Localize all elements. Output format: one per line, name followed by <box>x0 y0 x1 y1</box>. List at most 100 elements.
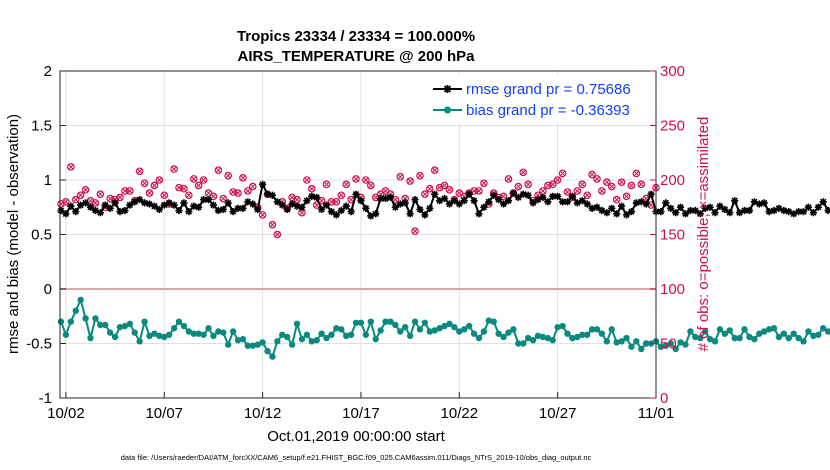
bias-point <box>775 333 783 341</box>
bias-point <box>628 343 635 350</box>
obs-assimilated-cross <box>338 192 345 199</box>
obs-possible-circle <box>553 176 562 184</box>
obs-possible-circle <box>617 178 626 186</box>
bias-point <box>731 334 738 342</box>
rmse-point <box>686 206 695 215</box>
obs-count-point <box>519 168 528 177</box>
obs-count-point <box>199 176 208 184</box>
obs-count-point <box>268 220 277 229</box>
bias-point <box>672 345 679 353</box>
bias-point <box>220 329 227 336</box>
bias-point <box>677 339 684 346</box>
bias-point <box>598 330 606 337</box>
bias-point <box>475 334 483 342</box>
obs-possible-circle <box>406 177 414 185</box>
bias-point <box>185 328 193 335</box>
bias-point <box>298 335 306 343</box>
obs-possible-circle <box>519 168 528 177</box>
obs-assimilated-cross <box>362 177 369 183</box>
obs-assimilated-cross <box>156 177 163 183</box>
rmse-point <box>642 200 650 208</box>
rmse-point <box>721 205 729 214</box>
bias-point <box>347 331 355 338</box>
obs-possible-circle <box>598 187 606 195</box>
rmse-point <box>391 203 399 211</box>
obs-count-point <box>411 227 419 236</box>
bias-point <box>57 318 65 325</box>
rmse-point <box>672 209 680 217</box>
bias-point <box>249 342 256 349</box>
obs-count-point <box>539 187 547 195</box>
obs-possible-circle <box>603 178 611 186</box>
rmse-point <box>667 204 675 212</box>
obs-possible-circle <box>362 176 370 184</box>
obs-possible-circle <box>421 190 429 198</box>
bias-point <box>269 353 276 360</box>
rmse-point <box>259 180 267 188</box>
rmse-point <box>322 201 331 209</box>
rmse-point <box>539 193 547 202</box>
obs-count-point <box>126 187 134 195</box>
rmse-point <box>426 204 434 212</box>
obs-count-point <box>548 180 557 189</box>
obs-possible-circle <box>514 182 523 191</box>
rmse-point <box>750 198 758 206</box>
bias-point <box>706 335 714 343</box>
obs-assimilated-cross <box>412 228 418 235</box>
bias-point <box>333 325 340 332</box>
rmse-point <box>396 200 404 208</box>
rmse-point <box>77 201 85 209</box>
legend-rmse-marker <box>443 85 452 93</box>
obs-possible-circle <box>199 176 208 184</box>
rmse-point <box>588 204 596 212</box>
obs-assimilated-cross <box>215 167 222 174</box>
rmse-point <box>554 192 562 200</box>
rmse-point <box>96 209 104 217</box>
rmse-point <box>155 205 163 214</box>
chart-title: Tropics 23334 / 23334 = 100.000% <box>237 28 475 45</box>
obs-count-point <box>209 192 218 201</box>
rmse-point <box>765 208 773 216</box>
obs-count-point <box>406 177 414 185</box>
rmse-point <box>347 208 355 216</box>
obs-possible-circle <box>244 187 252 195</box>
rmse-point <box>470 197 478 205</box>
obs-possible-circle <box>416 171 424 180</box>
obs-count-point <box>627 181 636 190</box>
bias-point <box>456 328 463 335</box>
bias-point <box>102 321 109 329</box>
rmse-point <box>352 190 360 198</box>
rmse-point <box>367 212 375 220</box>
obs-possible-circle <box>214 166 223 174</box>
rmse-point <box>249 200 257 208</box>
obs-count-point <box>135 167 144 176</box>
rmse-point <box>608 204 616 212</box>
rmse-point <box>534 196 542 204</box>
bias-point <box>229 328 237 335</box>
bias-point <box>343 332 350 340</box>
obs-assimilated-cross <box>117 194 123 201</box>
rmse-point <box>219 205 227 214</box>
rmse-point <box>273 198 281 206</box>
obs-count-point <box>244 187 252 195</box>
rmse-point <box>745 206 754 215</box>
obs-assimilated-cross <box>303 177 310 183</box>
obs-possible-circle <box>145 189 154 197</box>
obs-possible-circle <box>632 169 641 178</box>
obs-assimilated-cross <box>259 211 266 218</box>
obs-count-point <box>352 175 360 183</box>
bias-point <box>239 335 247 343</box>
obs-assimilated-cross <box>505 175 512 182</box>
bias-point <box>161 333 168 341</box>
bias-point <box>559 322 566 330</box>
bias-point <box>495 330 502 337</box>
bias-point <box>711 338 719 345</box>
bias-point <box>815 331 822 338</box>
y-axis-label-right: # of obs: o=possible; ×=assimilated <box>695 117 712 352</box>
obs-assimilated-cross <box>633 170 640 177</box>
rmse-point <box>288 200 296 208</box>
rmse-point <box>495 196 503 204</box>
rmse-point <box>465 190 473 198</box>
bias-point <box>352 319 360 326</box>
legend-bias-marker <box>444 106 451 114</box>
